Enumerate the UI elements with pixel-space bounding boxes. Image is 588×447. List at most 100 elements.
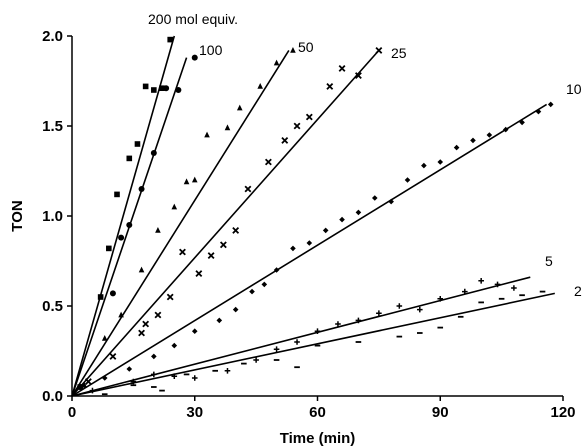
data-point [273, 346, 280, 352]
y-axis-label: TON [9, 200, 26, 231]
data-point [109, 352, 117, 360]
data-point [167, 36, 173, 43]
data-point [470, 137, 476, 144]
data-point [437, 159, 444, 165]
data-point [81, 381, 88, 388]
data-point [183, 178, 190, 185]
series-label: 5 [545, 253, 553, 269]
data-point [502, 126, 509, 133]
y-tick-label: 0.0 [42, 388, 63, 405]
data-point [293, 122, 301, 130]
data-point [191, 375, 198, 381]
data-point [290, 47, 296, 53]
data-point [236, 104, 243, 111]
data-point [264, 158, 272, 166]
data-point [453, 144, 460, 151]
data-point [547, 101, 554, 108]
x-tick-label: 90 [432, 404, 449, 421]
data-point [114, 191, 120, 198]
data-point [126, 366, 133, 372]
data-point [204, 131, 210, 138]
data-point [191, 54, 198, 61]
data-point [376, 310, 382, 316]
data-point [155, 227, 161, 233]
data-point [244, 185, 252, 193]
data-point [322, 227, 329, 234]
fit-line [71, 49, 290, 397]
data-point [273, 59, 280, 66]
data-point [106, 245, 112, 252]
data-point [375, 46, 383, 54]
data-points [77, 36, 554, 396]
data-point [195, 270, 203, 278]
data-point [306, 240, 313, 246]
data-point [290, 245, 296, 252]
series-label: 10 [566, 81, 582, 97]
data-point [126, 155, 133, 162]
data-point [326, 82, 334, 90]
data-point [219, 241, 227, 249]
data-point [535, 108, 542, 115]
y-tick-label: 0.5 [42, 298, 63, 315]
data-point [142, 320, 150, 328]
data-point [224, 124, 231, 131]
fit-lines [71, 35, 555, 397]
series-label: 100 [199, 42, 223, 58]
data-point [84, 378, 92, 386]
data-point [354, 72, 362, 80]
data-point [179, 248, 186, 256]
data-point [171, 342, 178, 349]
y-tick-label: 1.5 [42, 118, 63, 135]
data-point [171, 373, 178, 379]
data-point [273, 267, 280, 273]
data-point [151, 353, 157, 360]
data-point [388, 198, 394, 205]
data-point [154, 311, 162, 319]
data-point [404, 177, 411, 183]
x-tick-label: 60 [309, 404, 326, 421]
data-point [216, 317, 223, 324]
data-point [109, 290, 116, 297]
data-point [519, 119, 525, 126]
data-point [175, 87, 182, 93]
data-point [151, 87, 157, 93]
data-point [134, 141, 141, 147]
data-point [142, 83, 149, 90]
data-point [281, 136, 289, 144]
data-point [261, 281, 268, 288]
fit-line [71, 49, 380, 397]
data-point [97, 294, 104, 300]
data-point [232, 226, 240, 234]
data-point [138, 329, 145, 337]
data-point [171, 203, 178, 210]
data-point [421, 162, 427, 169]
data-point [437, 296, 444, 302]
data-point [224, 368, 231, 374]
data-point [101, 335, 108, 341]
data-point [151, 371, 157, 378]
data-point [478, 278, 484, 284]
series-labels: 200 mol equiv. 100 50 25 10 5 2 [148, 11, 582, 299]
data-point [355, 317, 362, 324]
data-point [166, 293, 174, 301]
data-point [138, 186, 145, 192]
fit-line [71, 276, 531, 397]
data-point [416, 306, 423, 313]
data-point [163, 85, 170, 92]
data-point [77, 384, 84, 390]
data-point [118, 234, 125, 241]
fit-line [71, 35, 176, 397]
data-point [355, 209, 362, 216]
fit-line [71, 292, 555, 397]
data-point [130, 378, 137, 385]
data-point [101, 375, 108, 381]
axes [67, 35, 564, 401]
x-tick-label: 120 [550, 404, 575, 421]
series-label: 25 [391, 45, 407, 61]
series-label: 50 [298, 39, 314, 55]
data-point [126, 222, 133, 228]
data-point [191, 176, 198, 183]
x-tick-label: 0 [68, 404, 76, 421]
data-point [486, 132, 493, 138]
